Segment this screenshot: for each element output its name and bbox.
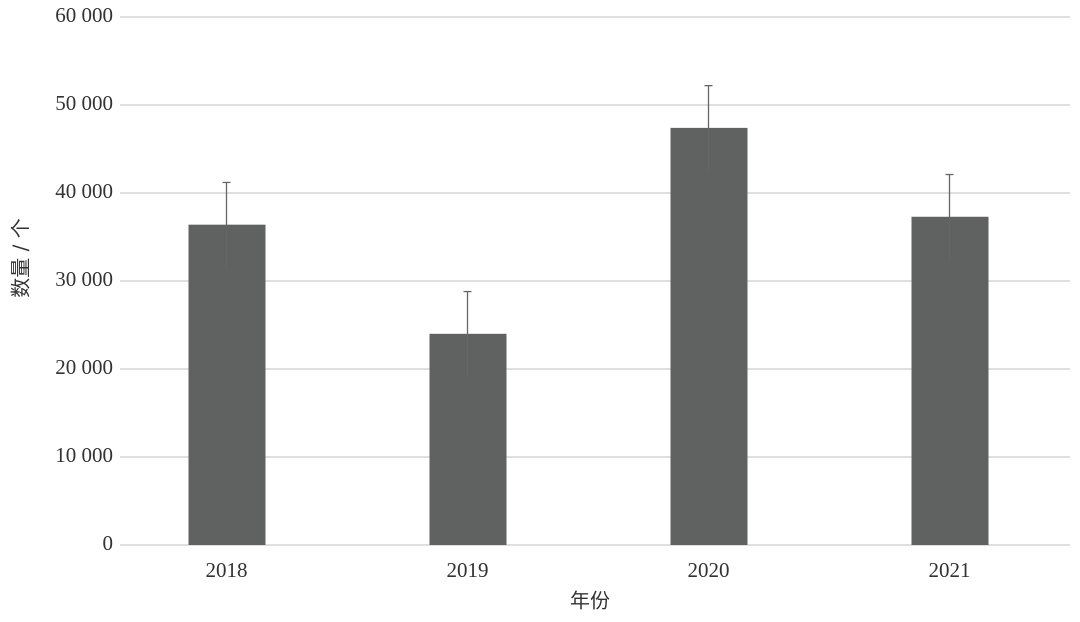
y-tick-label: 40 000 <box>55 179 113 203</box>
y-tick-label: 20 000 <box>55 355 113 379</box>
y-tick-label: 60 000 <box>55 3 113 27</box>
y-axis-title: 数量 / 个 <box>9 218 33 297</box>
bar <box>670 127 748 545</box>
error-bar <box>945 173 954 259</box>
y-tick-label: 30 000 <box>55 267 113 291</box>
x-tick-label: 2020 <box>688 558 730 582</box>
y-tick-label: 0 <box>103 531 114 555</box>
x-tick-label: 2021 <box>929 558 971 582</box>
error-bar <box>704 84 713 171</box>
bar <box>911 216 989 545</box>
error-bar <box>222 181 231 267</box>
y-tick-label: 50 000 <box>55 91 113 115</box>
x-tick-label: 2018 <box>206 558 248 582</box>
error-bar <box>463 290 472 377</box>
bar <box>188 224 266 545</box>
y-tick-label: 10 000 <box>55 443 113 467</box>
x-tick-label: 2019 <box>447 558 489 582</box>
x-axis-title: 年份 <box>570 589 610 613</box>
